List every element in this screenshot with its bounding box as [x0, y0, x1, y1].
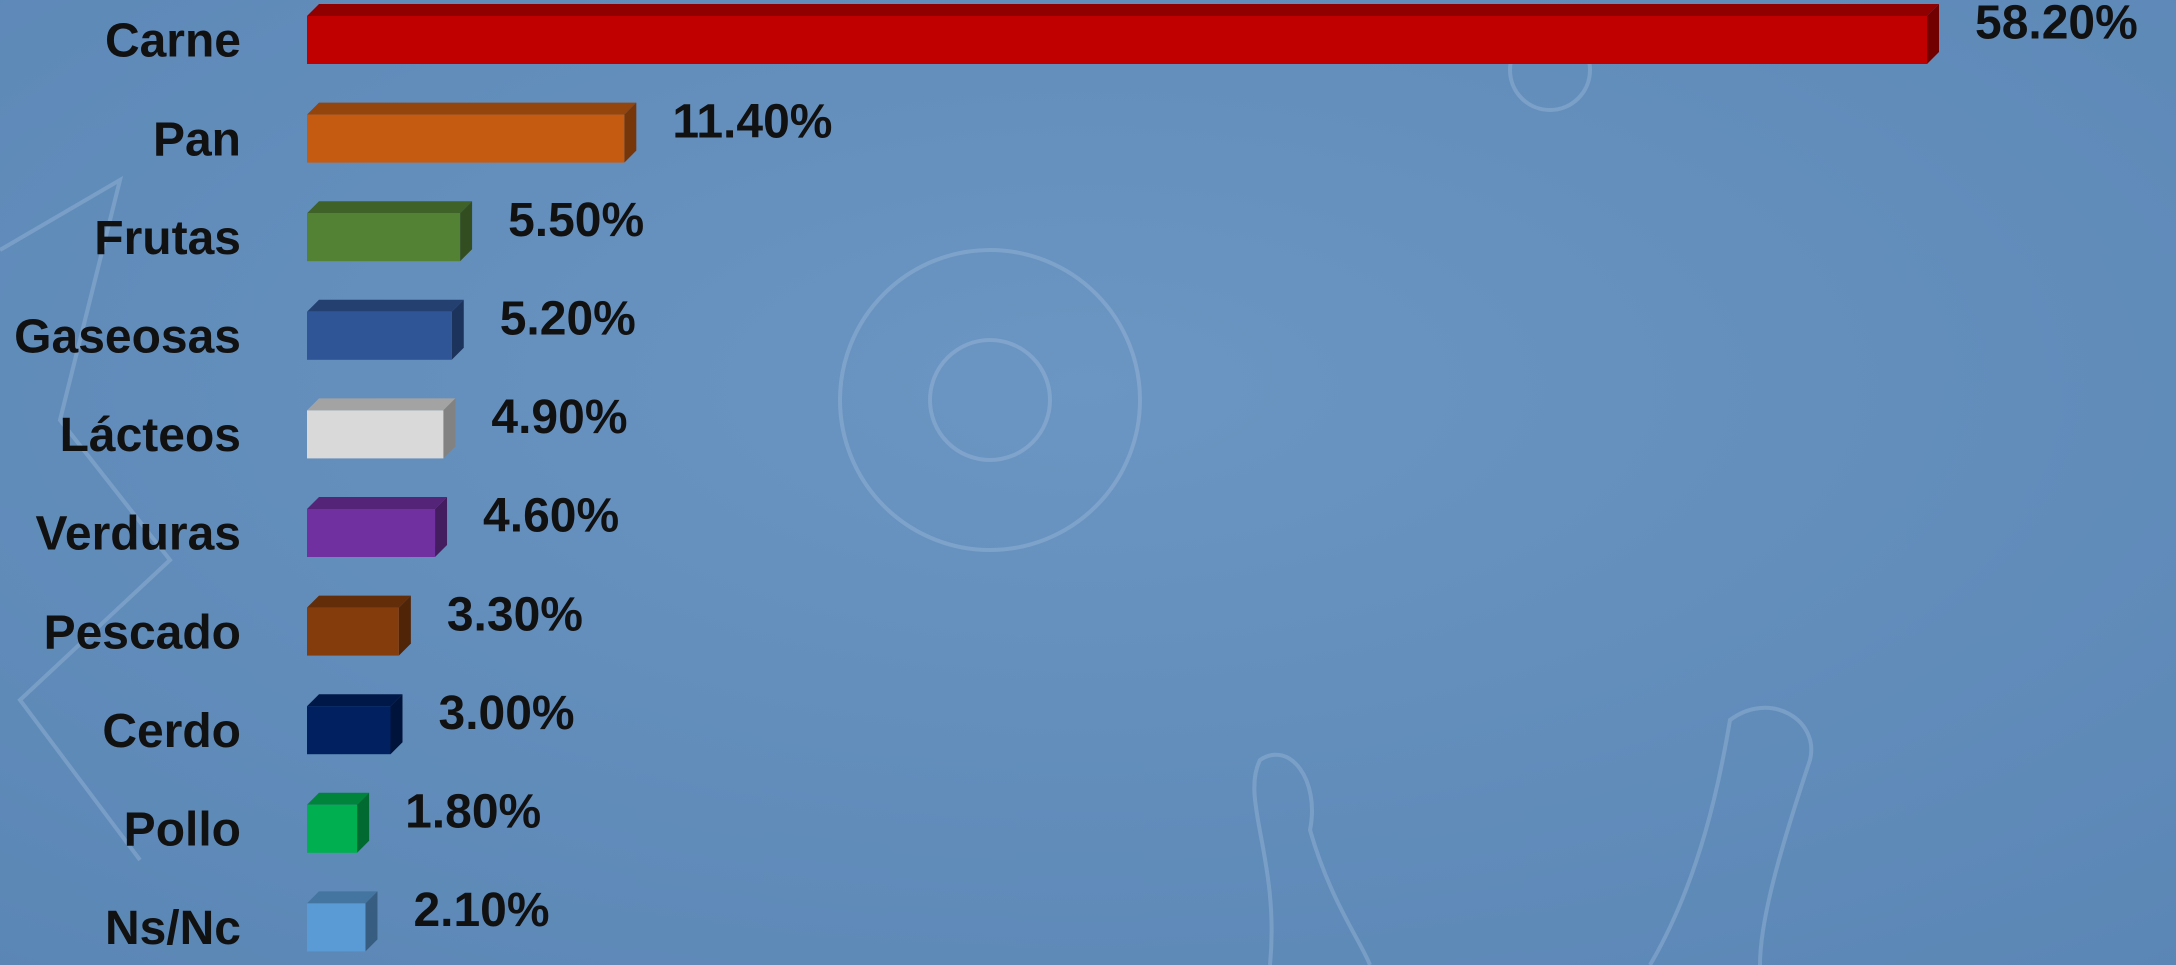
category-label: Verduras — [36, 508, 241, 561]
bar-top — [307, 201, 472, 213]
value-label: 4.60% — [483, 490, 619, 543]
value-label: 58.20% — [1975, 0, 2138, 50]
value-label: 3.00% — [439, 687, 575, 740]
value-label: 5.50% — [508, 194, 644, 247]
bar — [307, 706, 391, 754]
page: Carne 58.20% Pan 11.40% Frutas 5.50% Gaseosas 5… — [0, 0, 2176, 965]
chart: Carne 58.20% Pan 11.40% Frutas 5.50% Gaseosas 5… — [0, 0, 2176, 965]
category-label: Carne — [105, 15, 241, 68]
bar-top — [307, 891, 377, 903]
bar-top — [307, 4, 1939, 16]
category-label: Pescado — [44, 606, 241, 659]
bar — [307, 213, 460, 261]
value-label: 11.40% — [672, 95, 832, 148]
category-label: Pan — [153, 113, 241, 166]
bar — [307, 805, 357, 853]
value-label: 3.30% — [447, 588, 583, 641]
bar — [307, 312, 452, 360]
category-label: Cerdo — [102, 705, 241, 758]
bar — [307, 903, 365, 951]
category-label: Frutas — [94, 212, 241, 265]
category-label: Ns/Nc — [105, 902, 241, 955]
bar-top — [307, 497, 447, 509]
value-label: 5.20% — [500, 292, 636, 345]
category-label: Gaseosas — [14, 310, 241, 363]
bar — [307, 115, 624, 163]
bar-top — [307, 103, 636, 115]
value-label: 2.10% — [413, 884, 549, 937]
bar — [307, 608, 399, 656]
bar — [307, 16, 1927, 64]
value-label: 4.90% — [491, 391, 627, 444]
category-label: Pollo — [124, 803, 241, 856]
bar-top — [307, 596, 411, 608]
bar-top — [307, 398, 455, 410]
bar — [307, 410, 443, 458]
bar — [307, 509, 435, 557]
category-label: Lácteos — [60, 409, 241, 462]
value-label: 1.80% — [405, 785, 541, 838]
bar-top — [307, 300, 464, 312]
bar-top — [307, 694, 403, 706]
